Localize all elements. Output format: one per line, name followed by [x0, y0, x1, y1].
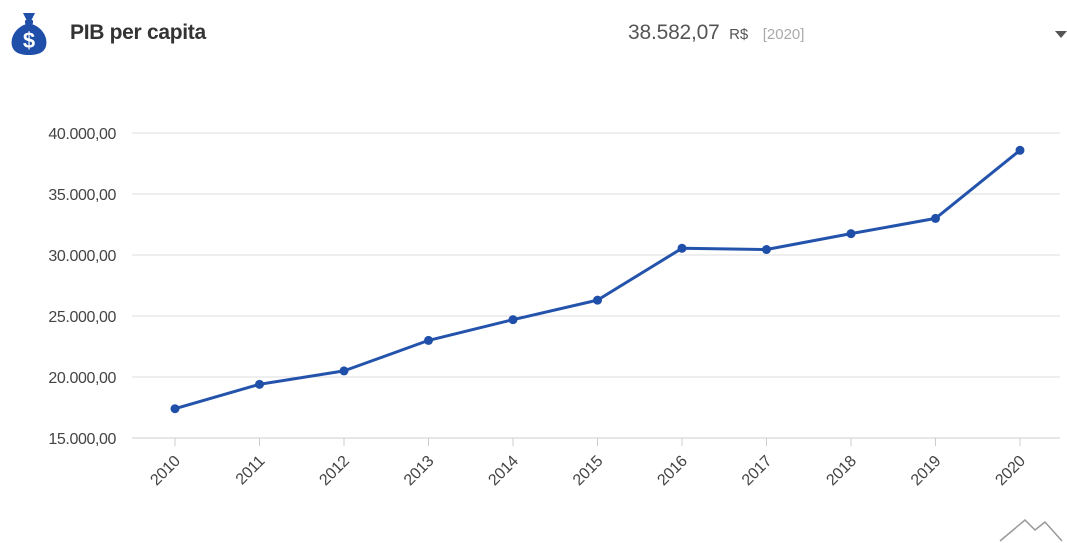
- x-tick-label: 2013: [401, 453, 438, 490]
- x-tick-label: 2014: [485, 453, 522, 490]
- data-point[interactable]: [593, 295, 602, 305]
- x-tick-label: 2011: [233, 453, 269, 489]
- data-point[interactable]: [762, 245, 771, 255]
- x-tick-label: 2016: [654, 453, 691, 490]
- indicator-unit: R$: [729, 26, 749, 43]
- series-layer: [170, 145, 1025, 414]
- mountain-watermark-icon: [999, 518, 1063, 542]
- data-point[interactable]: [508, 315, 518, 325]
- y-tick-label: 35.000,00: [48, 187, 116, 204]
- data-point[interactable]: [424, 335, 433, 345]
- indicator-title: PIB per capita: [70, 21, 206, 44]
- x-tick-label: 2020: [992, 453, 1029, 490]
- y-tick-label: 20.000,00: [48, 370, 116, 387]
- data-point[interactable]: [931, 213, 940, 223]
- money-bag-icon: $: [11, 13, 47, 55]
- grid-lines: [132, 132, 1060, 378]
- indicator-header: $ PIB per capita 38.582,07 R$ [2020]: [0, 0, 1067, 70]
- x-tick-label: 2019: [908, 453, 945, 490]
- indicator-value: 38.582,07: [628, 21, 720, 44]
- data-point[interactable]: [1015, 145, 1025, 155]
- x-tick-label: 2015: [570, 453, 607, 490]
- x-tick-label: 2010: [147, 453, 184, 490]
- y-tick-label: 15.000,00: [48, 431, 116, 448]
- data-point[interactable]: [846, 229, 856, 239]
- x-tick-label: 2012: [316, 453, 353, 490]
- series-line: [174, 149, 1021, 411]
- y-tick-label: 40.000,00: [48, 126, 116, 143]
- data-point[interactable]: [170, 404, 180, 414]
- x-tick-label: 2017: [739, 453, 776, 490]
- svg-text:$: $: [23, 28, 35, 53]
- indicator-year: [2020]: [762, 26, 805, 43]
- y-tick-labels: 15.000,00 20.000,00 25.000,00 30.000,00 35.0…: [48, 126, 116, 448]
- x-tick-labels: 2010 2011 2012 2013 2014 2015 2016 2017 2018 2019…: [147, 453, 1029, 490]
- x-axis: [132, 437, 1060, 446]
- data-point[interactable]: [255, 379, 264, 389]
- y-tick-label: 30.000,00: [48, 248, 116, 265]
- caret-down-icon[interactable]: [1055, 31, 1067, 38]
- x-tick-label: 2018: [823, 453, 860, 490]
- indicator-value-group: 38.582,07 R$ [2020]: [628, 21, 804, 45]
- y-tick-label: 25.000,00: [48, 309, 116, 326]
- data-point[interactable]: [339, 366, 349, 376]
- data-point[interactable]: [677, 243, 687, 253]
